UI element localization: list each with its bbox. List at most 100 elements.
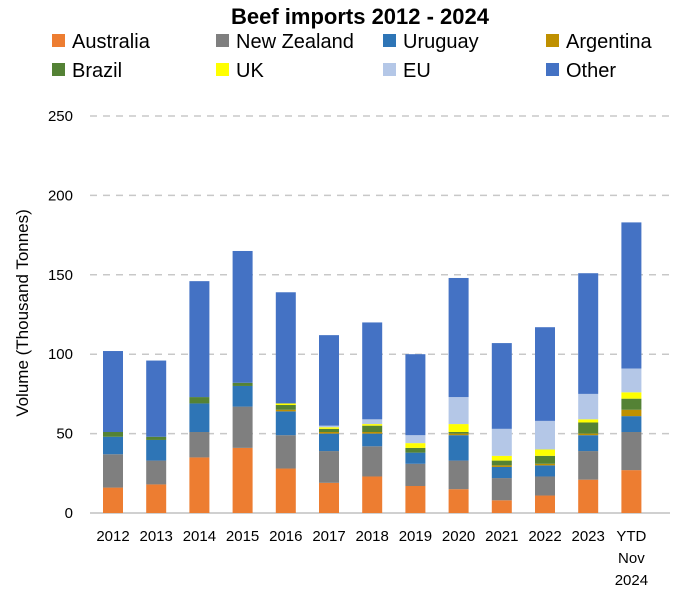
bar-segment-brazil <box>232 382 253 386</box>
bar-segment-brazil <box>189 397 210 404</box>
bar-segment-australia <box>621 470 642 513</box>
bar-segment-brazil <box>275 405 296 410</box>
bar-segment-australia <box>189 457 210 513</box>
bar-segment-brazil <box>103 432 123 437</box>
bar-segment-argentina <box>362 432 383 434</box>
bars <box>103 222 642 513</box>
bar-segment-uruguay <box>621 416 642 433</box>
bar-segment-new-zealand <box>578 451 599 480</box>
x-tick-label: 2015 <box>226 528 259 545</box>
bar-segment-australia <box>578 479 599 513</box>
legend-swatch-australia <box>52 34 65 47</box>
bar-segment-new-zealand <box>275 435 296 469</box>
bar-segment-new-zealand <box>103 454 123 488</box>
x-tick-label: 2023 <box>572 528 605 545</box>
bar-segment-new-zealand <box>146 460 167 485</box>
bar-segment-uruguay <box>232 385 253 407</box>
bar-segment-other <box>535 327 555 421</box>
bar-segment-uruguay <box>189 403 210 433</box>
y-tick-label: 200 <box>48 187 73 204</box>
legend: Australia New Zealand Uruguay Argentina Braz… <box>52 31 652 82</box>
bar-segment-uk <box>405 443 426 448</box>
bar-segment-australia <box>362 476 383 513</box>
bar-segment-eu <box>362 419 383 425</box>
x-axis-tick-labels: 2012 2013 2014 2015 2016 2017 2018 2019 2020 2021… <box>96 528 648 589</box>
x-tick-label: 2021 <box>485 528 518 545</box>
bar-segment-australia <box>319 482 339 513</box>
bar-segment-other <box>448 277 469 398</box>
bar-segment-brazil <box>621 398 642 410</box>
x-tick-label: 2012 <box>96 528 129 545</box>
y-tick-label: 100 <box>48 346 73 363</box>
bar-segment-other <box>103 351 123 433</box>
legend-label: Uruguay <box>403 31 479 53</box>
bar-segment-uk <box>578 419 599 423</box>
legend-label: Brazil <box>72 60 122 82</box>
bar-segment-uk <box>362 424 383 426</box>
bar-segment-brazil <box>319 428 339 433</box>
bar-segment-argentina <box>621 409 642 417</box>
bar-segment-brazil <box>448 432 469 434</box>
x-tick-label: 2018 <box>356 528 389 545</box>
bar-segment-eu <box>319 425 339 428</box>
bar-segment-other <box>405 354 426 436</box>
bar-segment-uk <box>491 455 512 461</box>
bar-segment-other <box>146 360 167 437</box>
bar-segment-argentina <box>535 463 555 466</box>
legend-swatch-brazil <box>52 63 65 76</box>
bar-segment-uruguay <box>319 433 339 452</box>
bar-segment-other <box>621 222 642 369</box>
x-tick-label: 2013 <box>140 528 173 545</box>
bar-segment-new-zealand <box>319 451 339 483</box>
x-tick-label: YTD <box>616 528 646 545</box>
legend-swatch-argentina <box>546 34 559 47</box>
bar-segment-uruguay <box>448 435 469 461</box>
x-tick-label: 2020 <box>442 528 475 545</box>
y-tick-label: 250 <box>48 108 73 125</box>
legend-swatch-uruguay <box>383 34 396 47</box>
bar-segment-argentina <box>448 433 469 436</box>
bar-segment-brazil <box>578 422 599 434</box>
bar-segment-other <box>232 250 253 383</box>
x-tick-label: 2017 <box>312 528 345 545</box>
legend-swatch-new-zealand <box>216 34 229 47</box>
bar-segment-australia <box>275 468 296 513</box>
bar-segment-brazil <box>146 436 167 440</box>
bar-segment-eu <box>448 397 469 425</box>
bar-segment-other <box>189 281 210 398</box>
bar-segment-uruguay <box>535 465 555 477</box>
legend-swatch-uk <box>216 63 229 76</box>
y-tick-label: 150 <box>48 267 73 284</box>
legend-label: Argentina <box>566 31 652 53</box>
bar-segment-new-zealand <box>621 432 642 471</box>
legend-label: Australia <box>72 31 151 53</box>
bar-segment-brazil <box>535 455 555 464</box>
bar-segment-new-zealand <box>405 463 426 487</box>
bar-segment-australia <box>405 486 426 513</box>
bar-segment-uruguay <box>146 439 167 461</box>
x-tick-label: 2024 <box>615 572 648 589</box>
bar-segment-new-zealand <box>232 406 253 448</box>
bar-segment-argentina <box>319 432 339 434</box>
x-tick-label: 2014 <box>183 528 216 545</box>
bar-segment-australia <box>491 500 512 513</box>
bar-segment-argentina <box>578 433 599 436</box>
bar-segment-new-zealand <box>535 476 555 496</box>
bar-segment-uk <box>319 427 339 429</box>
y-tick-label: 50 <box>56 426 73 443</box>
x-tick-label: Nov <box>618 550 645 567</box>
bar-segment-eu <box>491 428 512 456</box>
bar-segment-other <box>275 292 296 404</box>
y-axis-label: Volume (Thousand Tonnes) <box>13 209 32 417</box>
legend-label: Other <box>566 60 616 82</box>
legend-label: UK <box>236 60 264 82</box>
bar-segment-new-zealand <box>362 446 383 477</box>
bar-segment-australia <box>103 487 123 513</box>
bar-segment-australia <box>448 489 469 513</box>
legend-label: EU <box>403 60 431 82</box>
bar-segment-eu <box>405 435 426 444</box>
bar-segment-eu <box>578 393 599 420</box>
bar-segment-uk <box>448 424 469 433</box>
bar-segment-brazil <box>362 425 383 433</box>
bar-segment-eu <box>535 420 555 450</box>
